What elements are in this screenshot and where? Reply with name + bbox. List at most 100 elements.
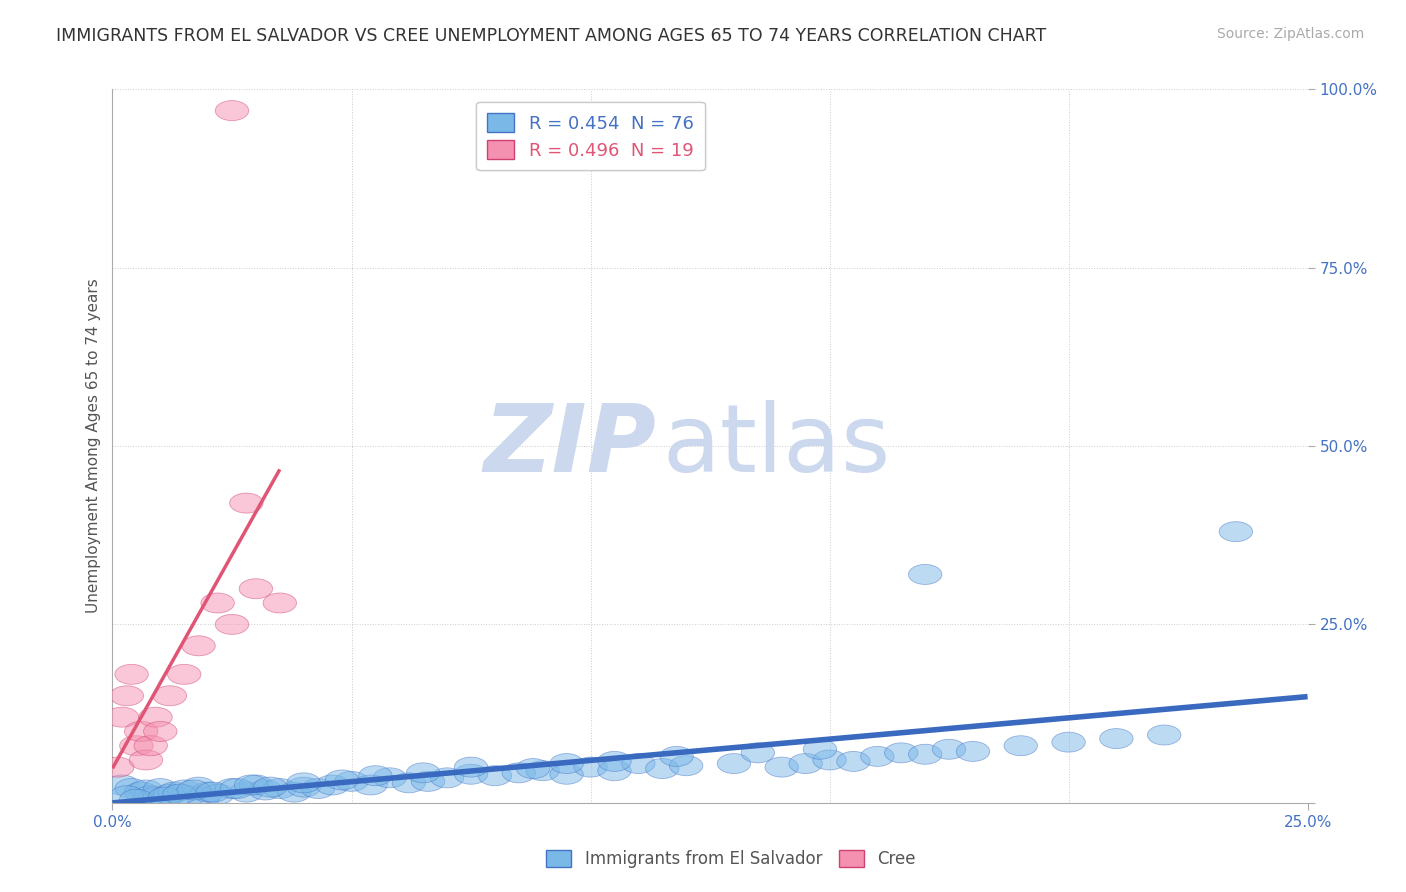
Ellipse shape (550, 764, 583, 784)
Ellipse shape (1052, 732, 1085, 752)
Ellipse shape (120, 789, 153, 809)
Ellipse shape (163, 784, 197, 805)
Ellipse shape (502, 763, 536, 783)
Ellipse shape (253, 777, 287, 797)
Legend: Immigrants from El Salvador, Cree: Immigrants from El Salvador, Cree (540, 843, 922, 875)
Y-axis label: Unemployment Among Ages 65 to 74 years: Unemployment Among Ages 65 to 74 years (86, 278, 101, 614)
Ellipse shape (717, 754, 751, 773)
Ellipse shape (191, 782, 225, 802)
Ellipse shape (354, 775, 388, 795)
Ellipse shape (139, 787, 173, 807)
Ellipse shape (125, 722, 157, 741)
Ellipse shape (454, 757, 488, 777)
Ellipse shape (406, 763, 440, 783)
Ellipse shape (741, 743, 775, 763)
Ellipse shape (215, 101, 249, 120)
Ellipse shape (526, 761, 560, 780)
Ellipse shape (1099, 729, 1133, 748)
Ellipse shape (219, 779, 253, 798)
Ellipse shape (177, 780, 211, 800)
Ellipse shape (621, 754, 655, 773)
Ellipse shape (598, 761, 631, 780)
Ellipse shape (598, 751, 631, 772)
Text: ZIP: ZIP (484, 400, 657, 492)
Ellipse shape (201, 593, 235, 613)
Ellipse shape (1147, 725, 1181, 745)
Ellipse shape (129, 750, 163, 770)
Ellipse shape (669, 756, 703, 776)
Ellipse shape (153, 784, 187, 805)
Ellipse shape (181, 777, 215, 797)
Ellipse shape (197, 782, 229, 802)
Ellipse shape (201, 784, 235, 805)
Ellipse shape (813, 750, 846, 770)
Ellipse shape (765, 757, 799, 777)
Ellipse shape (139, 707, 173, 727)
Ellipse shape (315, 775, 349, 795)
Ellipse shape (249, 780, 283, 800)
Ellipse shape (115, 779, 149, 798)
Ellipse shape (550, 754, 583, 773)
Ellipse shape (516, 758, 550, 779)
Ellipse shape (187, 787, 221, 807)
Ellipse shape (478, 765, 512, 786)
Ellipse shape (359, 765, 392, 786)
Text: Source: ZipAtlas.com: Source: ZipAtlas.com (1216, 27, 1364, 41)
Ellipse shape (908, 565, 942, 584)
Ellipse shape (149, 787, 181, 807)
Ellipse shape (101, 757, 134, 777)
Ellipse shape (173, 786, 205, 805)
Ellipse shape (134, 786, 167, 805)
Ellipse shape (143, 722, 177, 741)
Ellipse shape (287, 777, 321, 797)
Ellipse shape (860, 747, 894, 766)
Ellipse shape (789, 754, 823, 773)
Ellipse shape (659, 747, 693, 766)
Ellipse shape (454, 764, 488, 784)
Ellipse shape (129, 780, 163, 800)
Ellipse shape (908, 744, 942, 764)
Ellipse shape (110, 786, 143, 805)
Ellipse shape (932, 739, 966, 759)
Ellipse shape (239, 579, 273, 599)
Ellipse shape (301, 779, 335, 798)
Ellipse shape (803, 739, 837, 759)
Ellipse shape (325, 770, 359, 790)
Text: IMMIGRANTS FROM EL SALVADOR VS CREE UNEMPLOYMENT AMONG AGES 65 TO 74 YEARS CORRE: IMMIGRANTS FROM EL SALVADOR VS CREE UNEM… (56, 27, 1046, 45)
Ellipse shape (235, 775, 269, 795)
Ellipse shape (215, 779, 249, 798)
Ellipse shape (392, 772, 426, 793)
Ellipse shape (229, 782, 263, 802)
Ellipse shape (181, 636, 215, 656)
Ellipse shape (837, 751, 870, 772)
Ellipse shape (645, 758, 679, 779)
Ellipse shape (134, 736, 167, 756)
Ellipse shape (110, 686, 143, 706)
Ellipse shape (335, 772, 368, 791)
Ellipse shape (277, 782, 311, 802)
Ellipse shape (430, 768, 464, 788)
Ellipse shape (263, 593, 297, 613)
Ellipse shape (157, 782, 191, 802)
Ellipse shape (229, 493, 263, 513)
Ellipse shape (167, 665, 201, 684)
Ellipse shape (115, 665, 149, 684)
Ellipse shape (125, 782, 157, 802)
Ellipse shape (215, 615, 249, 634)
Ellipse shape (287, 772, 321, 793)
Ellipse shape (153, 686, 187, 706)
Ellipse shape (412, 772, 444, 791)
Ellipse shape (1004, 736, 1038, 756)
Ellipse shape (105, 707, 139, 727)
Text: atlas: atlas (662, 400, 890, 492)
Ellipse shape (956, 741, 990, 762)
Ellipse shape (120, 736, 153, 756)
Ellipse shape (1219, 522, 1253, 541)
Ellipse shape (105, 775, 139, 795)
Ellipse shape (239, 775, 273, 795)
Legend: R = 0.454  N = 76, R = 0.496  N = 19: R = 0.454 N = 76, R = 0.496 N = 19 (477, 102, 704, 170)
Ellipse shape (574, 757, 607, 777)
Ellipse shape (143, 779, 177, 798)
Ellipse shape (884, 743, 918, 763)
Ellipse shape (167, 780, 201, 800)
